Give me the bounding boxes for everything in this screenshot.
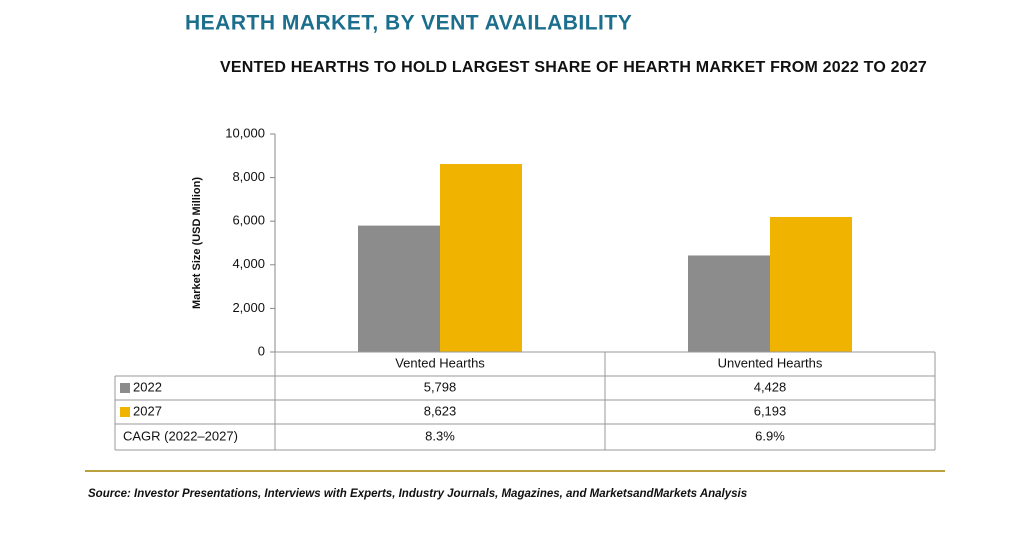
table-value: 6.9% <box>755 428 785 443</box>
source: Source: Investor Presentations, Intervie… <box>88 488 747 500</box>
y-tick-label: 6,000 <box>232 213 265 228</box>
chart-subtitle: VENTED HEARTHS TO HOLD LARGEST SHARE OF … <box>220 59 928 76</box>
table-value: 6,193 <box>754 403 787 418</box>
legend-label: 2027 <box>133 403 162 418</box>
bar <box>688 255 770 352</box>
bar <box>770 216 852 352</box>
legend-swatch <box>120 383 130 393</box>
y-tick-label: 2,000 <box>232 300 265 315</box>
table-value: 8.3% <box>425 428 455 443</box>
legend-label: 2022 <box>133 379 162 394</box>
y-axis-label: Market Size (USD Million) <box>191 177 203 309</box>
table-value: 5,798 <box>424 379 457 394</box>
legend-swatch <box>120 407 130 417</box>
bar <box>440 164 522 352</box>
y-tick-label: 10,000 <box>225 125 265 140</box>
y-tick-label: 0 <box>258 343 265 358</box>
chart-title: HEARTH MARKET, BY VENT AVAILABILITY <box>185 12 632 35</box>
table-row-label: CAGR (2022–2027) <box>123 428 238 443</box>
y-tick-label: 4,000 <box>232 256 265 271</box>
table-value: 4,428 <box>754 379 787 394</box>
x-tick-label: Vented Hearths <box>395 355 485 370</box>
bar <box>358 225 440 352</box>
table-value: 8,623 <box>424 403 457 418</box>
x-tick-label: Unvented Hearths <box>718 355 823 370</box>
y-tick-label: 8,000 <box>232 169 265 184</box>
